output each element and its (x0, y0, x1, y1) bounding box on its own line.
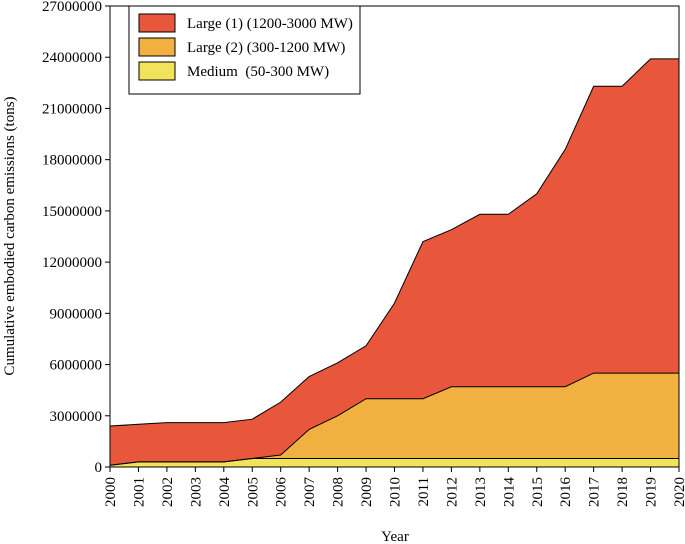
legend: Large (1) (1200-3000 MW) Large (2) (300-1… (128, 5, 361, 95)
area-2 (110, 58, 679, 466)
x-tick-label: 2012 (444, 477, 460, 507)
axes: 0 3000000 6000000 9000000 12000000 15000000 18… (42, 0, 685, 507)
x-tick-label: 2007 (302, 477, 318, 508)
legend-swatch (138, 61, 176, 81)
x-tick-label: 2010 (388, 477, 404, 507)
x-tick-label: 2018 (615, 477, 631, 507)
y-tick-label: 27000000 (42, 0, 102, 15)
x-tick-label: 2014 (501, 477, 517, 508)
area-layer (109, 58, 679, 467)
x-tick-label: 2001 (131, 477, 147, 507)
y-tick-label: 3000000 (50, 409, 103, 425)
y-tick-label: 0 (95, 460, 103, 476)
x-tick-label: 2008 (331, 477, 347, 507)
x-tick-label: 2009 (359, 477, 375, 507)
y-tick-label: 18000000 (42, 153, 102, 169)
x-tick-label: 2000 (103, 477, 119, 507)
y-tick-label: 24000000 (42, 50, 102, 66)
x-tick-label: 2016 (558, 477, 574, 508)
x-tick-label: 2015 (530, 477, 546, 507)
x-tick-label: 2003 (188, 477, 204, 507)
y-axis-label: Cumulative embodied carbon emissions (to… (2, 96, 18, 375)
area-1 (110, 373, 679, 466)
x-tick-label: 2005 (245, 477, 261, 507)
y-tick-label: 21000000 (42, 101, 102, 117)
legend-swatch (138, 13, 176, 33)
area-boundary-1 (109, 372, 679, 466)
legend-label: Large (2) (300-1200 MW) (187, 40, 345, 56)
x-tick-label: 2011 (416, 477, 432, 506)
x-tick-label: 2004 (217, 477, 233, 508)
legend-label: Medium (50-300 MW) (187, 64, 329, 80)
y-tick-label: 12000000 (42, 255, 102, 271)
legend-swatch (138, 37, 176, 57)
x-tick-label: 2002 (160, 477, 176, 507)
legend-label: Large (1) (1200-3000 MW) (187, 16, 353, 32)
x-tick-label: 2017 (587, 477, 603, 508)
x-tick-label: 2013 (473, 477, 489, 507)
area-boundary-2 (109, 58, 679, 427)
y-tick-label: 9000000 (50, 306, 103, 322)
x-tick-label: 2020 (672, 477, 685, 507)
x-axis-label: Year (381, 529, 409, 544)
x-tick-label: 2019 (644, 477, 660, 507)
area-0 (110, 458, 679, 467)
y-tick-label: 15000000 (42, 204, 102, 220)
y-tick-label: 6000000 (50, 358, 103, 374)
x-tick-label: 2006 (274, 477, 290, 508)
